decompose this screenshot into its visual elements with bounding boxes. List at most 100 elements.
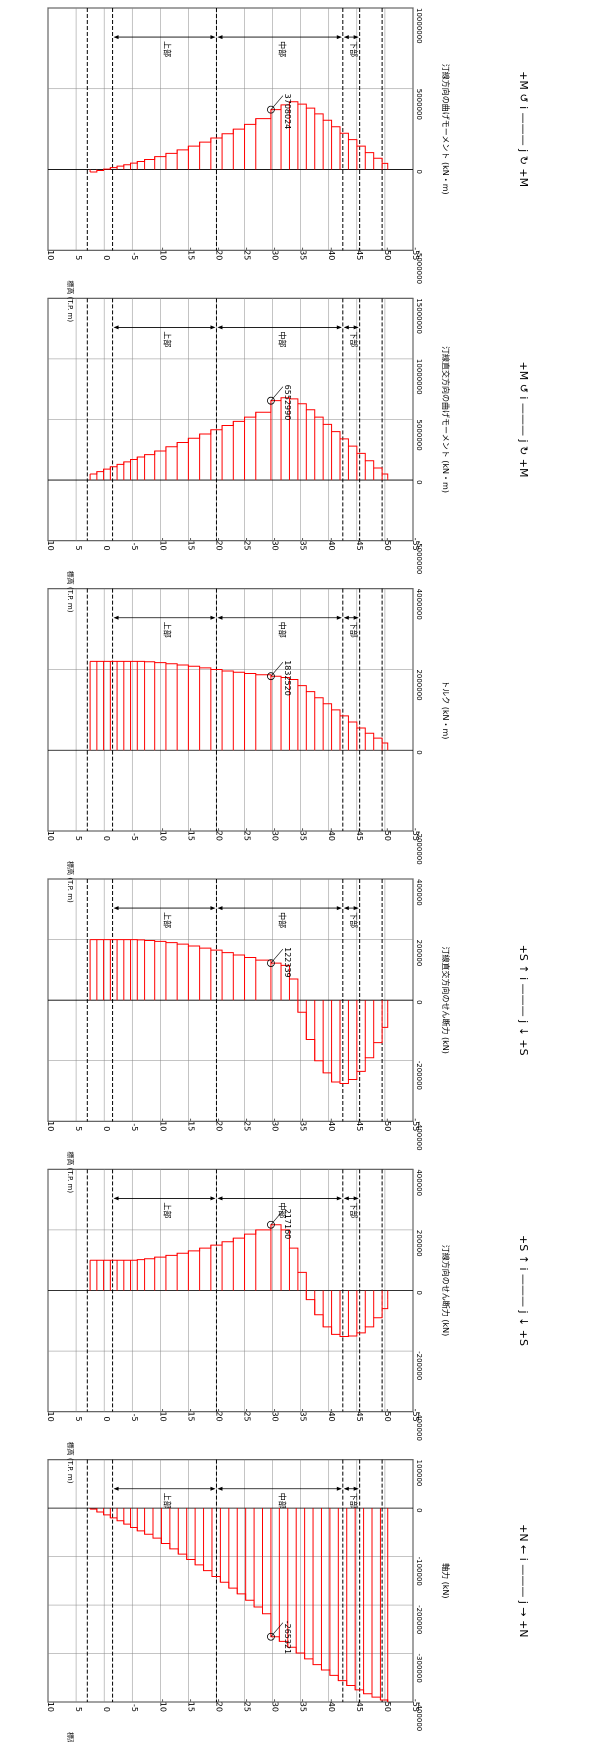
annotation-leader	[270, 1210, 284, 1225]
zone-arrowhead	[113, 325, 119, 330]
value-tick-label: 15000000	[415, 298, 423, 334]
value-tick-label: -400000	[415, 1702, 423, 1731]
zone-label: 下部	[349, 1202, 359, 1218]
zone-arrowhead	[353, 906, 359, 911]
max-marker	[267, 396, 275, 405]
value-tick-label: 0	[415, 1508, 423, 1512]
depth-tick-label: -10	[158, 247, 167, 260]
zone-arrowhead	[210, 1486, 216, 1491]
zone-arrowhead	[343, 615, 349, 620]
depth-axis-title: 標高 (T.P. m)	[66, 1442, 75, 1484]
depth-axis-title: 標高 (T.P. m)	[66, 861, 75, 903]
depth-tick-label: 5	[74, 546, 83, 551]
value-tick-label: -100000	[415, 1557, 423, 1586]
depth-tick-label: -5	[130, 1414, 139, 1422]
depth-tick-label: -45	[355, 538, 364, 551]
value-tick-label: -200000	[415, 1605, 423, 1634]
zone-label: 下部	[349, 41, 359, 57]
value-tick-label: -200000	[415, 1061, 423, 1090]
zone-arrowhead	[113, 615, 119, 620]
depth-tick-label: -40	[327, 538, 336, 551]
value-tick-label: 5000000	[415, 89, 423, 120]
zone-label: 上部	[163, 1493, 173, 1509]
depth-tick-label: -30	[271, 1118, 280, 1131]
depth-tick-label: -20	[214, 1699, 223, 1712]
zone-arrowhead	[113, 906, 119, 911]
value-tick-label: 400000	[415, 879, 423, 906]
depth-tick-label: 0	[102, 1126, 111, 1131]
depth-tick-label: -45	[355, 828, 364, 841]
series-outline	[90, 1508, 389, 1702]
zone-label: 中部	[278, 41, 288, 57]
annotation-label: -265321	[283, 1621, 292, 1654]
max-marker	[267, 672, 275, 681]
zone-label: 中部	[278, 1493, 288, 1509]
depth-tick-label: -35	[299, 1409, 308, 1422]
depth-tick-label: -25	[243, 1118, 252, 1131]
depth-tick-label: -5	[130, 1704, 139, 1712]
depth-tick-label: 5	[74, 255, 83, 260]
depth-tick-label: -25	[243, 1699, 252, 1712]
zone-arrowhead	[336, 1196, 342, 1201]
depth-axis-title: 標高 (T.P. m)	[66, 571, 75, 613]
depth-tick-label: -55	[411, 247, 420, 260]
value-axis-title: 軸力 (kN)	[441, 1563, 451, 1598]
depth-tick-label: -50	[383, 828, 392, 841]
depth-tick-label: -20	[214, 1118, 223, 1131]
depth-tick-label: -5	[130, 1123, 139, 1131]
depth-tick-label: -45	[355, 1409, 364, 1422]
depth-tick-label: -25	[243, 538, 252, 551]
depth-tick-label: -15	[186, 1118, 195, 1131]
value-tick-label: 200000	[415, 940, 423, 967]
depth-tick-label: 10	[46, 831, 55, 841]
zone-label: 上部	[163, 912, 173, 928]
max-marker	[267, 1220, 275, 1229]
annotation-label: 217160	[283, 1209, 292, 1240]
depth-tick-label: -5	[130, 833, 139, 841]
annotation-leader	[270, 662, 284, 677]
zone-label: 上部	[163, 1202, 173, 1218]
depth-tick-label: -20	[214, 828, 223, 841]
chart-panel-1: 10 5 0 -5 -10 -15 -20 -25 -30 -35 -40 -45 -50 -55-400…	[46, 1459, 530, 1746]
zone-label: 中部	[278, 1202, 288, 1218]
depth-tick-label: 5	[74, 836, 83, 841]
depth-tick-label: -20	[214, 247, 223, 260]
depth-tick-label: 10	[46, 1702, 55, 1712]
depth-tick-label: -15	[186, 247, 195, 260]
zone-arrowhead	[343, 325, 349, 330]
annotation-label: 6552990	[283, 385, 292, 421]
zone-label: 下部	[349, 622, 359, 638]
depth-tick-label: -50	[383, 1118, 392, 1131]
depth-tick-label: -10	[158, 1699, 167, 1712]
value-axis-title: 汀線方向のせん断力 (kN)	[441, 1245, 451, 1336]
value-tick-label: -400000	[415, 1121, 423, 1150]
chart-panel-2: 10 5 0 -5 -10 -15 -20 -25 -30 -35 -40 -45 -50 -55-400…	[46, 1168, 530, 1484]
zone-arrowhead	[336, 35, 342, 40]
zone-arrowhead	[336, 325, 342, 330]
zone-arrowhead	[343, 906, 349, 911]
depth-tick-label: 5	[74, 1417, 83, 1422]
series-outline	[90, 1224, 389, 1338]
zone-label: 上部	[163, 331, 173, 347]
depth-tick-label: -55	[411, 828, 420, 841]
annotation-leader	[270, 95, 284, 110]
depth-tick-label: -5	[130, 543, 139, 551]
zone-arrowhead	[113, 1196, 119, 1201]
depth-tick-label: -50	[383, 538, 392, 551]
value-tick-label: 0	[415, 170, 423, 174]
value-tick-label: 10000000	[415, 359, 423, 395]
zone-arrowhead	[217, 615, 223, 620]
depth-tick-label: -50	[383, 1409, 392, 1422]
annotation-label: 122339	[283, 947, 292, 978]
annotation-leader	[270, 948, 284, 964]
value-tick-label: 400000	[415, 1169, 423, 1196]
depth-tick-label: 5	[74, 1126, 83, 1131]
value-tick-label: 5000000	[415, 420, 423, 451]
depth-tick-label: -20	[214, 538, 223, 551]
depth-tick-label: 10	[46, 1411, 55, 1421]
depth-tick-label: 10	[46, 250, 55, 260]
zone-arrowhead	[336, 1486, 342, 1491]
value-axis-title: 汀線方向の曲げモーメント (kN・m)	[441, 64, 451, 195]
depth-tick-label: -55	[411, 1699, 420, 1712]
